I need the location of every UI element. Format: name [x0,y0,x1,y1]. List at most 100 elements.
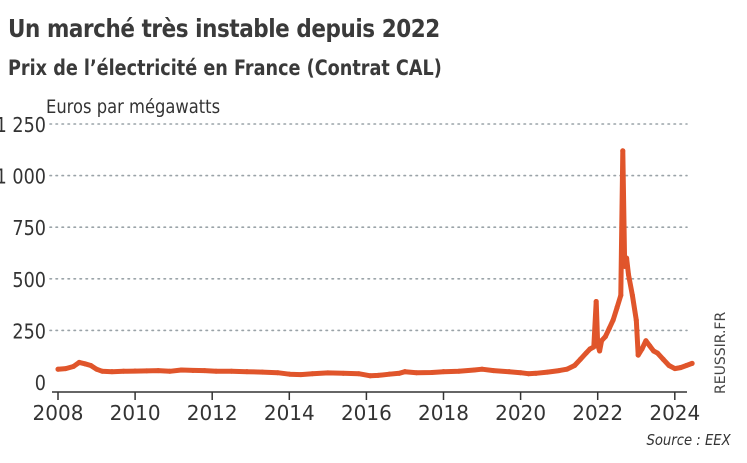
data-point [689,360,695,366]
data-point [244,369,250,375]
data-point [614,305,620,311]
credit-label: REUSSIR.FR [713,311,729,394]
y-tick-label: 1 250 [0,115,46,137]
data-point [109,369,115,375]
data-point [155,368,161,374]
data-point [441,369,446,375]
data-point [356,371,362,377]
data-point [132,368,138,374]
data-point [70,364,76,370]
series-group [55,148,695,379]
data-point [678,365,684,371]
data-point [639,346,645,352]
data-point [624,255,630,261]
data-point [414,370,420,376]
data-point [213,368,219,374]
data-point [402,369,408,375]
chart-subtitle: Prix de l’électricité en France (Contrat… [8,56,442,80]
data-point [595,342,601,348]
y-tick-label: 750 [12,218,46,240]
data-point [201,368,207,374]
y-tick-label: 1 000 [0,167,46,189]
x-tick-label: 2020 [495,401,546,425]
data-point [491,368,497,374]
data-point [76,359,82,365]
x-tick-label: 2012 [187,401,238,425]
data-point [259,369,265,375]
data-point [587,346,593,352]
data-point [572,362,578,368]
data-point [545,369,551,375]
data-point [456,368,462,374]
data-point [533,370,539,376]
data-point [683,362,689,368]
x-tick-label: 2018 [418,401,469,425]
data-point [622,263,628,269]
data-point [597,348,603,354]
gridlines [49,123,688,332]
data-point [629,292,635,298]
data-point [525,371,531,377]
data-point [666,362,672,368]
series-line [55,148,695,379]
data-point [286,371,292,377]
source-note: Source : EEX [646,431,731,449]
data-point [599,338,605,344]
data-point [602,334,608,340]
data-point [82,361,88,367]
x-tick-label: 2024 [649,401,700,425]
y-tick-label: 0 [35,373,46,395]
data-point [564,366,570,372]
x-tick-label: 2014 [264,401,315,425]
data-point [633,317,639,323]
x-tick-label: 2022 [572,401,623,425]
data-point [651,348,657,354]
data-point [518,370,524,376]
data-point [606,325,612,331]
data-point [144,368,150,374]
data-point [309,371,315,377]
data-point [63,366,69,372]
data-point [660,356,666,362]
data-point [99,368,105,374]
x-tick-label: 2016 [341,401,392,425]
data-point [591,344,597,350]
data-point [620,148,626,154]
data-point [88,362,94,368]
data-point [556,368,562,374]
y-tick-label: 250 [12,321,46,343]
data-point [618,292,624,298]
y-axis-ticks: 0 250 500 750 1 000 1 250 [0,115,46,395]
data-point [635,352,641,358]
data-point [577,356,583,362]
y-tick-label: 500 [12,270,46,292]
data-point [94,366,100,372]
x-tick-label: 2008 [33,401,84,425]
data-point [228,368,234,374]
data-point [429,370,435,376]
x-axis: 2008 2010 2012 2014 2016 2018 2020 2022 2024 [33,391,700,425]
data-point [654,350,660,356]
data-point [506,369,512,375]
data-point [610,317,616,323]
data-point [471,367,477,373]
data-point [367,373,373,379]
data-point [325,370,331,376]
data-point [396,370,402,376]
data-point [55,366,61,372]
data-point [375,372,381,378]
data-point [340,370,346,376]
data-point [583,350,589,356]
data-point [647,343,653,349]
y-axis-label: Euros par mégawatts [46,96,221,118]
data-point [387,371,393,377]
data-point [479,366,485,372]
chart-title: Un marché très instable depuis 2022 [8,14,440,43]
data-point [178,367,184,373]
data-point [626,272,632,278]
data-point [643,338,649,344]
x-tick-label: 2010 [110,401,161,425]
data-point [190,367,196,373]
data-point [672,366,678,372]
